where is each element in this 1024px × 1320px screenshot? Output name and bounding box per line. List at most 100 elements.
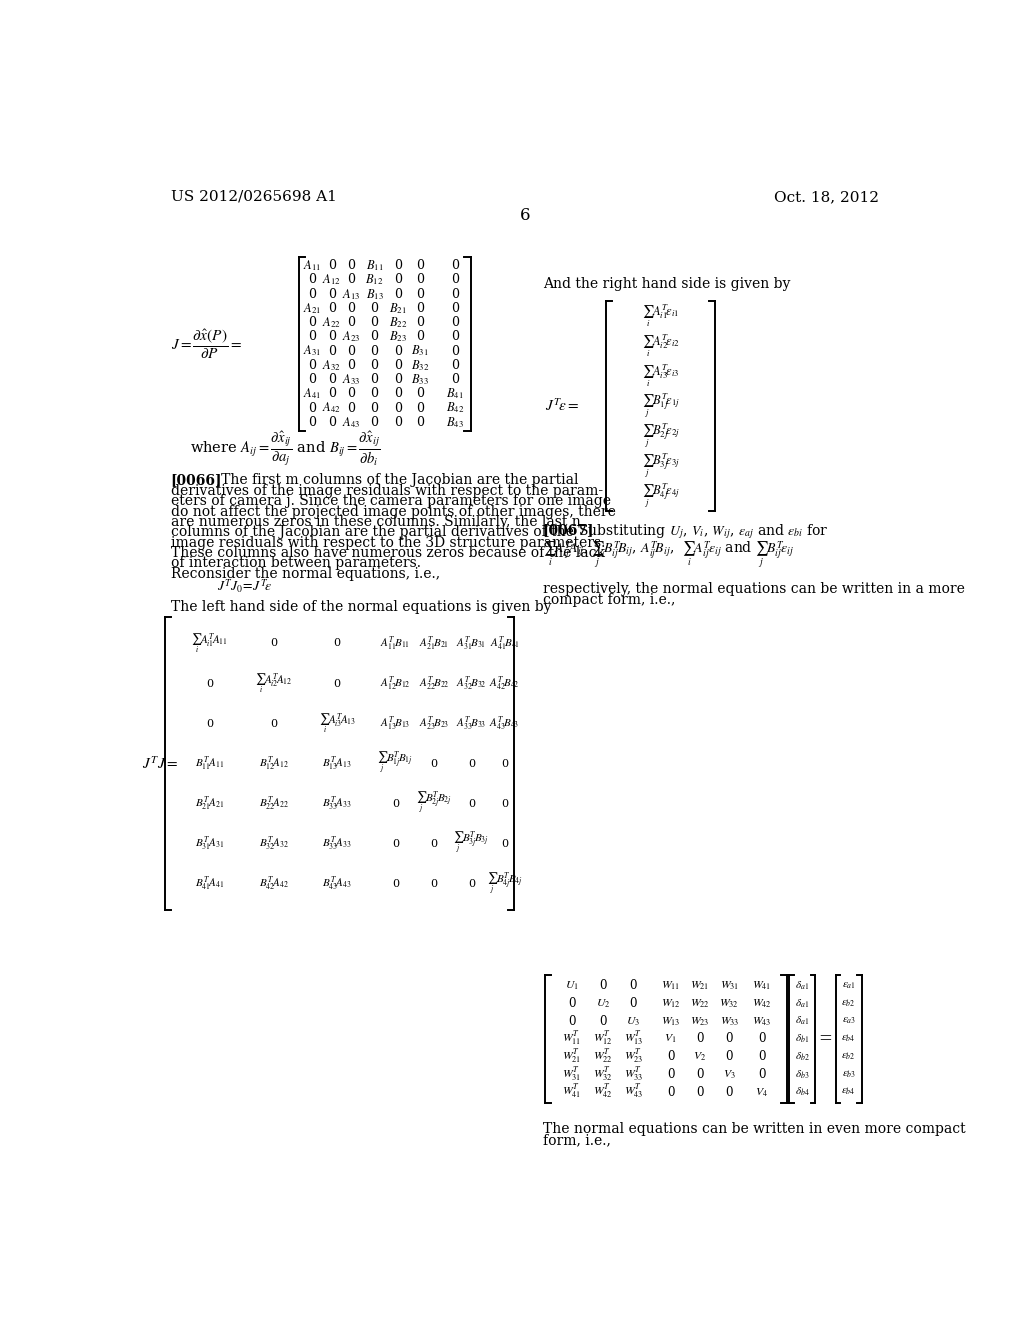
Text: $W_{42}$: $W_{42}$ <box>752 997 772 1010</box>
Text: 0: 0 <box>501 838 508 849</box>
Text: 0: 0 <box>451 345 459 358</box>
Text: $B_{13}$: $B_{13}$ <box>366 286 383 301</box>
Text: of interaction between parameters.: of interaction between parameters. <box>171 557 421 570</box>
Text: $\delta_{a1}$: $\delta_{a1}$ <box>796 997 809 1010</box>
Text: $U_1$: $U_1$ <box>565 979 579 993</box>
Text: 0: 0 <box>347 345 355 358</box>
Text: The left hand side of the normal equations is given by: The left hand side of the normal equatio… <box>171 601 551 614</box>
Text: $B_{31}^T\!A_{31}$: $B_{31}^T\!A_{31}$ <box>195 834 224 853</box>
Text: 0: 0 <box>328 345 336 358</box>
Text: $W_{23}$: $W_{23}$ <box>690 1015 710 1028</box>
Text: $J^TJ=$: $J^TJ=$ <box>142 755 178 772</box>
Text: 0: 0 <box>371 401 379 414</box>
Text: $B_{42}$: $B_{42}$ <box>445 401 464 416</box>
Text: 0: 0 <box>393 374 401 385</box>
Text: $A_{32}^T\!B_{32}$: $A_{32}^T\!B_{32}$ <box>456 675 486 693</box>
Text: $\sum_j B_{4j}^T\!B_{4j}$: $\sum_j B_{4j}^T\!B_{4j}$ <box>486 870 522 898</box>
Text: $A_{22}^T\!B_{22}$: $A_{22}^T\!B_{22}$ <box>419 675 450 693</box>
Text: $W_{11}^T$: $W_{11}^T$ <box>562 1030 582 1048</box>
Text: 0: 0 <box>726 1032 733 1045</box>
Text: These columns also have numerous zeros because of the lack: These columns also have numerous zeros b… <box>171 546 604 560</box>
Text: 0: 0 <box>599 1015 607 1028</box>
Text: 0: 0 <box>758 1051 766 1063</box>
Text: 0: 0 <box>328 330 336 343</box>
Text: 6: 6 <box>519 207 530 224</box>
Text: $A_{21}$: $A_{21}$ <box>303 301 321 315</box>
Text: $A_{41}^T\!B_{41}$: $A_{41}^T\!B_{41}$ <box>489 635 520 652</box>
Text: 0: 0 <box>206 678 213 689</box>
Text: $B_{13}^T\!A_{13}$: $B_{13}^T\!A_{13}$ <box>323 755 352 772</box>
Text: $W_{12}$: $W_{12}$ <box>660 997 680 1010</box>
Text: 0: 0 <box>416 259 424 272</box>
Text: 0: 0 <box>393 259 401 272</box>
Text: $J=\dfrac{\partial\hat{x}(P)}{\partial P}=$: $J=\dfrac{\partial\hat{x}(P)}{\partial P… <box>171 327 242 360</box>
Text: $\delta_{b1}$: $\delta_{b1}$ <box>796 1032 809 1045</box>
Text: $\sum_j B_{3j}^T\!B_{3j}$: $\sum_j B_{3j}^T\!B_{3j}$ <box>454 830 489 858</box>
Text: 0: 0 <box>307 273 315 286</box>
Text: $\sum_i A_{i3}^T\!\varepsilon_{i3}$: $\sum_i A_{i3}^T\!\varepsilon_{i3}$ <box>642 363 680 389</box>
Text: The normal equations can be written in even more compact: The normal equations can be written in e… <box>543 1122 966 1137</box>
Text: compact form, i.e.,: compact form, i.e., <box>543 593 675 607</box>
Text: 0: 0 <box>416 401 424 414</box>
Text: 0: 0 <box>667 1085 674 1098</box>
Text: $W_{32}^T$: $W_{32}^T$ <box>593 1065 613 1084</box>
Text: $V_4$: $V_4$ <box>756 1085 768 1098</box>
Text: 0: 0 <box>393 387 401 400</box>
Text: $W_{11}$: $W_{11}$ <box>660 979 680 993</box>
Text: $B_{11}^T\!A_{11}$: $B_{11}^T\!A_{11}$ <box>195 755 224 772</box>
Text: $\sum_i A_{i2}^T\!A_{12}$: $\sum_i A_{i2}^T\!A_{12}$ <box>255 671 293 696</box>
Text: $W_{31}^T$: $W_{31}^T$ <box>562 1065 582 1084</box>
Text: $A_{22}$: $A_{22}$ <box>323 315 341 330</box>
Text: 0: 0 <box>568 997 575 1010</box>
Text: 0: 0 <box>393 416 401 429</box>
Text: 0: 0 <box>451 302 459 315</box>
Text: 0: 0 <box>328 416 336 429</box>
Text: 0: 0 <box>307 374 315 385</box>
Text: $B_{32}$: $B_{32}$ <box>411 358 429 372</box>
Text: 0: 0 <box>416 387 424 400</box>
Text: 0: 0 <box>307 416 315 429</box>
Text: $A_{13}$: $A_{13}$ <box>342 286 360 301</box>
Text: 0: 0 <box>468 879 475 888</box>
Text: 0: 0 <box>307 330 315 343</box>
Text: $W_{43}^T$: $W_{43}^T$ <box>624 1082 643 1101</box>
Text: $B_{43}$: $B_{43}$ <box>446 414 464 430</box>
Text: 0: 0 <box>371 330 379 343</box>
Text: $\delta_{b3}$: $\delta_{b3}$ <box>795 1068 809 1081</box>
Text: do not affect the projected image points of other images, there: do not affect the projected image points… <box>171 504 615 519</box>
Text: $B_{41}^T\!A_{41}$: $B_{41}^T\!A_{41}$ <box>195 875 224 892</box>
Text: $W_{33}$: $W_{33}$ <box>720 1015 739 1028</box>
Text: Reconsider the normal equations, i.e.,: Reconsider the normal equations, i.e., <box>171 566 439 581</box>
Text: $\delta_{b2}$: $\delta_{b2}$ <box>795 1051 810 1063</box>
Text: $A_{42}^T\!B_{42}$: $A_{42}^T\!B_{42}$ <box>489 675 520 693</box>
Text: $W_{22}$: $W_{22}$ <box>690 997 710 1010</box>
Text: 0: 0 <box>270 718 278 729</box>
Text: $W_{41}$: $W_{41}$ <box>753 979 771 993</box>
Text: form, i.e.,: form, i.e., <box>543 1133 610 1147</box>
Text: $\sum_i A_{i3}^T\!A_{13}$: $\sum_i A_{i3}^T\!A_{13}$ <box>318 711 355 737</box>
Text: $\sum_i A_{ij}^T\!A_{ij}$, $\sum_j B_{ij}^T\!B_{ij}$, $A_{ij}^T\!B_{ij}$,  $\sum: $\sum_i A_{ij}^T\!A_{ij}$, $\sum_j B_{ij… <box>543 540 794 570</box>
Text: $\varepsilon_{a3}$: $\varepsilon_{a3}$ <box>842 1016 856 1027</box>
Text: 0: 0 <box>451 259 459 272</box>
Text: [0067]: [0067] <box>543 523 594 537</box>
Text: 0: 0 <box>501 759 508 768</box>
Text: $A_{32}$: $A_{32}$ <box>323 358 341 372</box>
Text: $W_{12}^T$: $W_{12}^T$ <box>593 1030 613 1048</box>
Text: $W_{22}^T$: $W_{22}^T$ <box>593 1047 613 1067</box>
Text: 0: 0 <box>416 288 424 301</box>
Text: $A_{31}$: $A_{31}$ <box>303 343 321 359</box>
Text: 0: 0 <box>416 330 424 343</box>
Text: where $A_{ij}=\dfrac{\partial\hat{x}_{ij}}{\partial a_j}$ and $B_{ij}=\dfrac{\pa: where $A_{ij}=\dfrac{\partial\hat{x}_{ij… <box>190 429 381 467</box>
Text: 0: 0 <box>347 302 355 315</box>
Text: 0: 0 <box>393 401 401 414</box>
Text: $\sum_j B_{1j}^T\!B_{1j}$: $\sum_j B_{1j}^T\!B_{1j}$ <box>378 750 414 777</box>
Text: $W_{42}^T$: $W_{42}^T$ <box>593 1082 613 1101</box>
Text: 0: 0 <box>307 288 315 301</box>
Text: are numerous zeros in these columns. Similarly, the last n: are numerous zeros in these columns. Sim… <box>171 515 581 529</box>
Text: 0: 0 <box>206 718 213 729</box>
Text: 0: 0 <box>347 359 355 372</box>
Text: $U_3$: $U_3$ <box>627 1015 640 1028</box>
Text: $A_{12}^T\!B_{12}$: $A_{12}^T\!B_{12}$ <box>380 675 411 693</box>
Text: 0: 0 <box>393 359 401 372</box>
Text: 0: 0 <box>392 838 399 849</box>
